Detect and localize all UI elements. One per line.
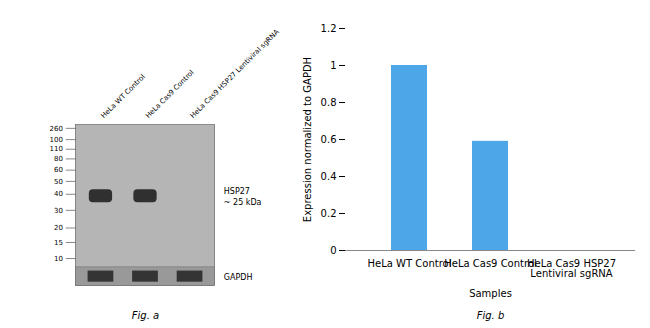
svg-text:HeLa WT Control: HeLa WT Control <box>368 258 452 269</box>
svg-text:0.2: 0.2 <box>321 208 337 219</box>
svg-text:1.2: 1.2 <box>321 23 337 34</box>
svg-text:40: 40 <box>54 190 63 198</box>
svg-text:0.8: 0.8 <box>321 97 337 108</box>
svg-text:50: 50 <box>54 178 63 186</box>
svg-text:GAPDH: GAPDH <box>224 273 253 282</box>
svg-text:30: 30 <box>54 207 63 215</box>
svg-text:0: 0 <box>330 245 336 256</box>
svg-text:100: 100 <box>49 136 62 144</box>
svg-text:60: 60 <box>54 166 63 174</box>
svg-text:20: 20 <box>54 224 63 232</box>
svg-text:HeLa Cas9 Control: HeLa Cas9 Control <box>144 68 196 120</box>
svg-text:HeLa Cas9 HSP27 Lentiviral sgR: HeLa Cas9 HSP27 Lentiviral sgRNA <box>189 28 281 120</box>
svg-text:80: 80 <box>54 155 63 163</box>
svg-text:Fig. b: Fig. b <box>477 310 505 321</box>
svg-text:HeLa WT Control: HeLa WT Control <box>100 73 147 120</box>
svg-text:110: 110 <box>49 145 62 153</box>
svg-text:0.4: 0.4 <box>321 171 337 182</box>
svg-text:HSP27~ 25 kDa: HSP27~ 25 kDa <box>224 187 262 206</box>
svg-text:Fig. a: Fig. a <box>132 310 159 321</box>
svg-text:Expression normalized to GAPDH: Expression normalized to GAPDH <box>302 57 313 222</box>
svg-text:15: 15 <box>54 239 63 247</box>
svg-text:HeLa Cas9 Control: HeLa Cas9 Control <box>444 258 537 269</box>
svg-text:1: 1 <box>330 60 336 71</box>
svg-text:0.6: 0.6 <box>321 134 337 145</box>
svg-text:HeLa Cas9 HSP27Lentiviral sgRN: HeLa Cas9 HSP27Lentiviral sgRNA <box>527 258 616 279</box>
svg-text:Samples: Samples <box>469 288 512 299</box>
svg-text:260: 260 <box>49 125 62 133</box>
svg-text:10: 10 <box>54 255 63 263</box>
